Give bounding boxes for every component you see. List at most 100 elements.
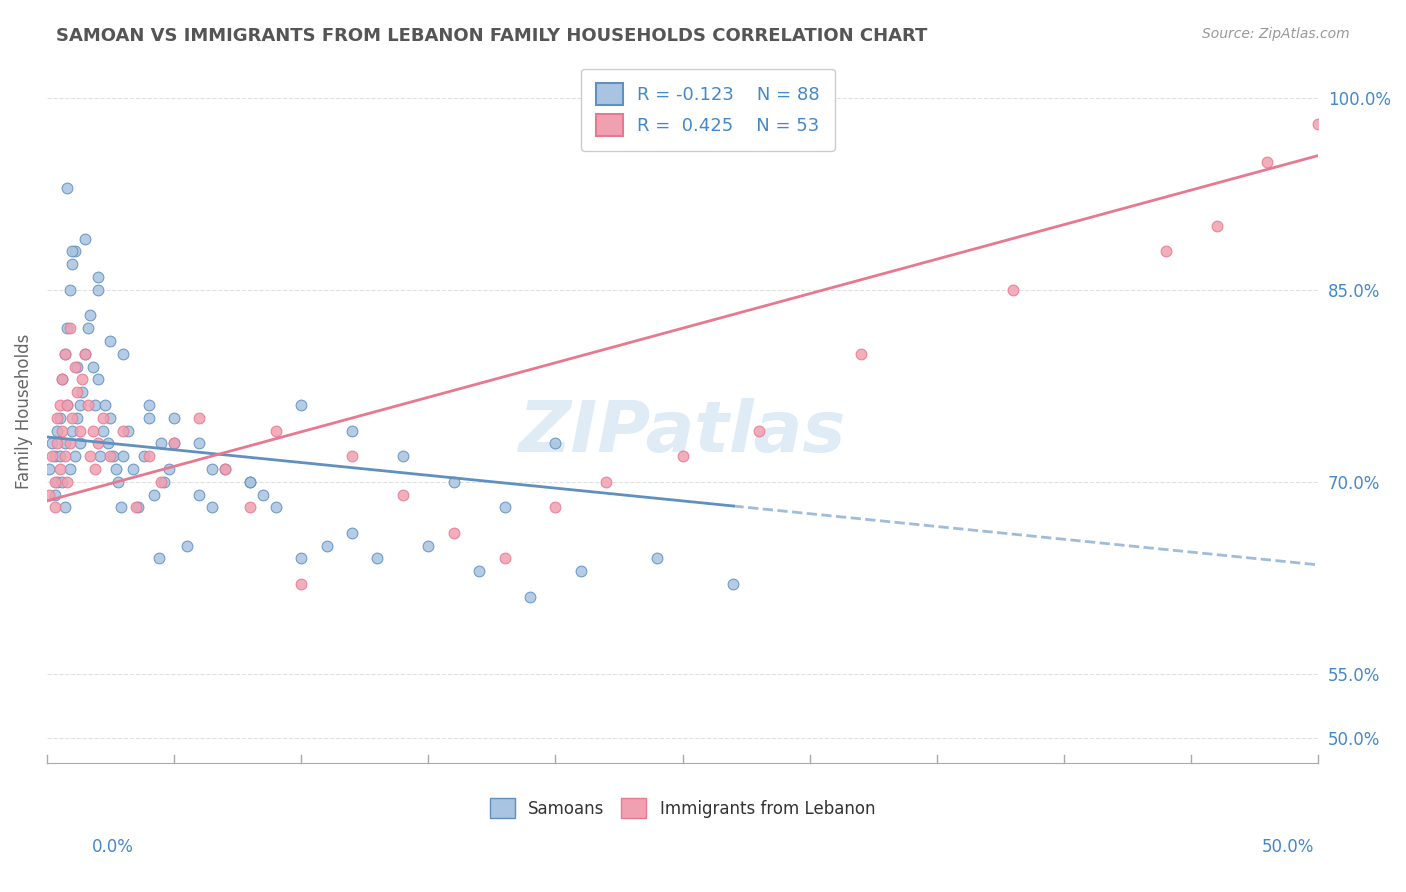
Point bbox=[48, 410, 70, 425]
Point bbox=[69, 436, 91, 450]
Point bbox=[1308, 117, 1330, 131]
Point bbox=[76, 398, 98, 412]
Point bbox=[84, 462, 107, 476]
Point bbox=[1002, 283, 1025, 297]
Point bbox=[73, 347, 96, 361]
Point bbox=[87, 372, 110, 386]
Point bbox=[56, 180, 79, 194]
Point bbox=[264, 500, 287, 515]
Point bbox=[443, 475, 465, 489]
Point bbox=[723, 577, 745, 591]
Point bbox=[138, 410, 160, 425]
Point bbox=[87, 270, 110, 285]
Point bbox=[87, 436, 110, 450]
Point bbox=[94, 398, 117, 412]
Point bbox=[176, 539, 198, 553]
Point bbox=[645, 551, 668, 566]
Point bbox=[53, 449, 76, 463]
Point bbox=[44, 487, 66, 501]
Text: ZIPatlas: ZIPatlas bbox=[519, 398, 846, 467]
Point bbox=[290, 551, 312, 566]
Point bbox=[188, 436, 211, 450]
Point bbox=[79, 309, 101, 323]
Point bbox=[107, 475, 129, 489]
Point bbox=[46, 475, 69, 489]
Point bbox=[214, 462, 236, 476]
Point bbox=[239, 475, 262, 489]
Point bbox=[41, 436, 63, 450]
Point bbox=[443, 525, 465, 540]
Point bbox=[59, 283, 82, 297]
Point bbox=[91, 424, 114, 438]
Point bbox=[150, 436, 173, 450]
Point bbox=[82, 359, 104, 374]
Point bbox=[51, 372, 73, 386]
Point bbox=[44, 449, 66, 463]
Point bbox=[101, 449, 124, 463]
Point bbox=[60, 257, 83, 271]
Point bbox=[188, 410, 211, 425]
Point bbox=[671, 449, 693, 463]
Point bbox=[91, 410, 114, 425]
Point bbox=[290, 577, 312, 591]
Point bbox=[56, 398, 79, 412]
Point bbox=[142, 487, 165, 501]
Point bbox=[1256, 155, 1278, 169]
Y-axis label: Family Households: Family Households bbox=[15, 334, 32, 489]
Point bbox=[53, 500, 76, 515]
Legend: Samoans, Immigrants from Lebanon: Samoans, Immigrants from Lebanon bbox=[484, 791, 882, 825]
Point bbox=[63, 449, 86, 463]
Point bbox=[46, 436, 69, 450]
Point bbox=[112, 424, 135, 438]
Point bbox=[1205, 219, 1227, 233]
Point bbox=[201, 500, 224, 515]
Point bbox=[122, 462, 145, 476]
Point bbox=[392, 487, 415, 501]
Point bbox=[69, 424, 91, 438]
Point bbox=[73, 347, 96, 361]
Point bbox=[544, 500, 567, 515]
Point bbox=[46, 410, 69, 425]
Point bbox=[392, 449, 415, 463]
Point bbox=[468, 564, 491, 578]
Point bbox=[132, 449, 155, 463]
Point bbox=[138, 398, 160, 412]
Point bbox=[89, 449, 111, 463]
Point bbox=[340, 424, 363, 438]
Point bbox=[595, 475, 617, 489]
Point bbox=[112, 347, 135, 361]
Point bbox=[153, 475, 176, 489]
Point bbox=[418, 539, 440, 553]
Text: SAMOAN VS IMMIGRANTS FROM LEBANON FAMILY HOUSEHOLDS CORRELATION CHART: SAMOAN VS IMMIGRANTS FROM LEBANON FAMILY… bbox=[56, 27, 928, 45]
Point bbox=[56, 475, 79, 489]
Point bbox=[252, 487, 274, 501]
Point bbox=[76, 321, 98, 335]
Point bbox=[53, 347, 76, 361]
Point bbox=[163, 436, 186, 450]
Point bbox=[569, 564, 592, 578]
Point bbox=[48, 462, 70, 476]
Point bbox=[73, 232, 96, 246]
Point bbox=[72, 385, 94, 400]
Point bbox=[82, 424, 104, 438]
Point bbox=[138, 449, 160, 463]
Point bbox=[56, 398, 79, 412]
Point bbox=[63, 244, 86, 259]
Point bbox=[104, 462, 127, 476]
Point bbox=[150, 475, 173, 489]
Point bbox=[340, 449, 363, 463]
Point bbox=[519, 590, 541, 604]
Point bbox=[201, 462, 224, 476]
Point bbox=[69, 398, 91, 412]
Point bbox=[53, 436, 76, 450]
Point bbox=[59, 436, 82, 450]
Point bbox=[544, 436, 567, 450]
Point bbox=[127, 500, 149, 515]
Point bbox=[44, 500, 66, 515]
Point bbox=[66, 385, 89, 400]
Point bbox=[48, 398, 70, 412]
Point bbox=[38, 462, 60, 476]
Point bbox=[239, 500, 262, 515]
Point bbox=[60, 244, 83, 259]
Point bbox=[51, 424, 73, 438]
